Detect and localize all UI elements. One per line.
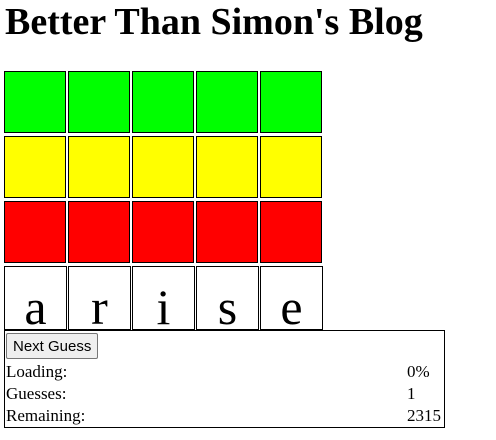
remaining-label: Remaining: bbox=[6, 406, 86, 425]
loading-value: 0% bbox=[407, 362, 430, 381]
green-cell-3[interactable] bbox=[132, 71, 194, 133]
guesses-label: Guesses: bbox=[6, 384, 67, 403]
color-grid bbox=[4, 71, 329, 266]
letter-4: s bbox=[217, 279, 238, 330]
red-cell-4[interactable] bbox=[196, 201, 258, 263]
next-guess-button[interactable]: Next Guess bbox=[6, 333, 99, 359]
yellow-cell-3[interactable] bbox=[132, 136, 194, 198]
green-cell-5[interactable] bbox=[260, 71, 322, 133]
red-row bbox=[4, 201, 329, 263]
letter-5: e bbox=[280, 279, 303, 330]
remaining-value: 2315 bbox=[407, 406, 441, 425]
yellow-cell-1[interactable] bbox=[4, 136, 66, 198]
red-cell-1[interactable] bbox=[4, 201, 66, 263]
letter-cell-1: a bbox=[4, 266, 67, 330]
letter-cell-4: s bbox=[196, 266, 259, 330]
letter-cell-3: i bbox=[132, 266, 195, 330]
red-cell-2[interactable] bbox=[68, 201, 130, 263]
guesses-stat: Guesses: 1 bbox=[6, 383, 444, 405]
loading-label: Loading: bbox=[6, 362, 68, 381]
letter-2: r bbox=[91, 279, 108, 330]
loading-stat: Loading: 0% bbox=[6, 361, 444, 383]
page-title: Better Than Simon's Blog bbox=[5, 1, 423, 43]
green-cell-1[interactable] bbox=[4, 71, 66, 133]
green-cell-4[interactable] bbox=[196, 71, 258, 133]
letter-cell-5: e bbox=[260, 266, 323, 330]
green-row bbox=[4, 71, 329, 133]
letter-1: a bbox=[24, 279, 47, 330]
remaining-stat: Remaining: 2315 bbox=[6, 405, 444, 427]
yellow-cell-2[interactable] bbox=[68, 136, 130, 198]
yellow-row bbox=[4, 136, 329, 198]
red-cell-3[interactable] bbox=[132, 201, 194, 263]
green-cell-2[interactable] bbox=[68, 71, 130, 133]
yellow-cell-5[interactable] bbox=[260, 136, 322, 198]
yellow-cell-4[interactable] bbox=[196, 136, 258, 198]
letter-3: i bbox=[156, 279, 171, 330]
guesses-value: 1 bbox=[407, 384, 416, 403]
letter-cell-2: r bbox=[68, 266, 131, 330]
guess-word-row: a r i s e bbox=[4, 266, 324, 330]
info-panel: Next Guess Loading: 0% Guesses: 1 Remain… bbox=[4, 330, 445, 428]
red-cell-5[interactable] bbox=[260, 201, 322, 263]
